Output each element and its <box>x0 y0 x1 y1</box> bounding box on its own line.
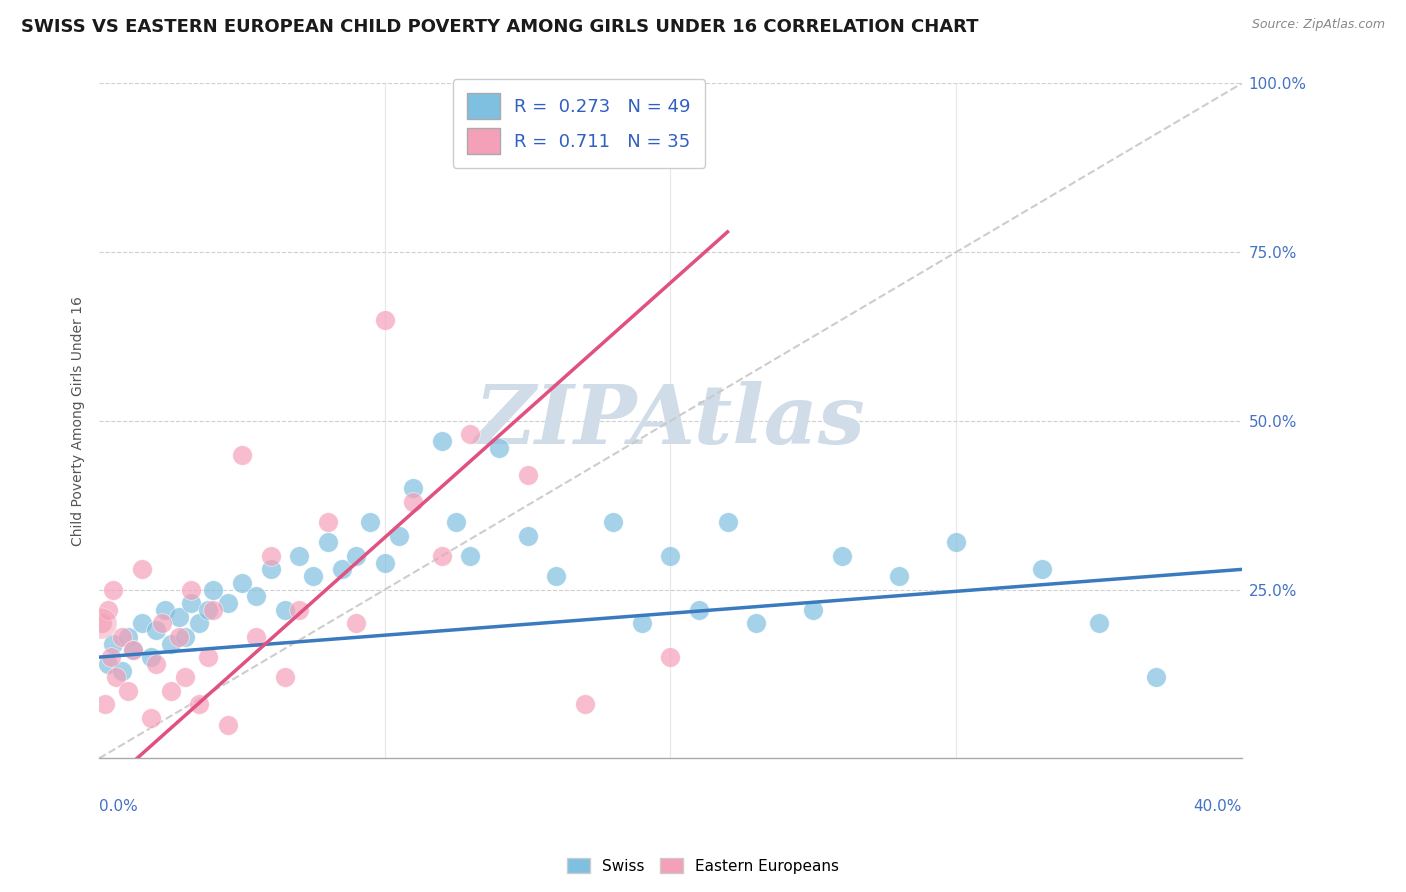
Point <box>139 650 162 665</box>
Point <box>945 535 967 549</box>
Point <box>167 630 190 644</box>
Point <box>202 603 225 617</box>
Point <box>460 549 482 563</box>
Point <box>374 312 396 326</box>
Legend: Swiss, Eastern Europeans: Swiss, Eastern Europeans <box>561 852 845 880</box>
Point <box>316 535 339 549</box>
Point <box>430 549 453 563</box>
Point <box>344 616 367 631</box>
Point <box>631 616 654 631</box>
Point <box>1144 670 1167 684</box>
Point <box>150 616 173 631</box>
Point <box>173 670 195 684</box>
Point <box>330 562 353 576</box>
Point <box>197 650 219 665</box>
Point <box>546 569 568 583</box>
Point <box>688 603 710 617</box>
Point <box>444 515 467 529</box>
Point <box>180 596 202 610</box>
Point <box>302 569 325 583</box>
Point <box>231 575 253 590</box>
Point <box>831 549 853 563</box>
Point <box>103 637 125 651</box>
Point <box>188 698 211 712</box>
Point <box>360 515 382 529</box>
Point <box>745 616 768 631</box>
Point <box>131 562 153 576</box>
Point <box>602 515 624 529</box>
Text: Source: ZipAtlas.com: Source: ZipAtlas.com <box>1251 18 1385 31</box>
Point <box>259 562 281 576</box>
Point <box>516 467 538 482</box>
Point <box>100 650 122 665</box>
Point <box>145 623 167 637</box>
Point <box>111 630 134 644</box>
Point <box>1088 616 1111 631</box>
Point <box>159 684 181 698</box>
Point <box>488 441 510 455</box>
Point <box>91 616 114 631</box>
Point <box>716 515 738 529</box>
Point <box>402 482 425 496</box>
Point <box>801 603 824 617</box>
Point <box>288 549 311 563</box>
Point <box>202 582 225 597</box>
Legend: R =  0.273   N = 49, R =  0.711   N = 35: R = 0.273 N = 49, R = 0.711 N = 35 <box>453 79 706 168</box>
Point <box>374 556 396 570</box>
Point <box>316 515 339 529</box>
Point <box>90 616 112 631</box>
Point <box>274 670 297 684</box>
Point <box>111 664 134 678</box>
Point <box>460 427 482 442</box>
Point <box>159 637 181 651</box>
Point <box>344 549 367 563</box>
Point <box>430 434 453 449</box>
Point <box>180 582 202 597</box>
Point <box>97 603 120 617</box>
Text: SWISS VS EASTERN EUROPEAN CHILD POVERTY AMONG GIRLS UNDER 16 CORRELATION CHART: SWISS VS EASTERN EUROPEAN CHILD POVERTY … <box>21 18 979 36</box>
Point <box>245 630 267 644</box>
Point <box>122 643 145 657</box>
Point <box>288 603 311 617</box>
Point <box>402 495 425 509</box>
Text: ZIPAtlas: ZIPAtlas <box>475 381 866 461</box>
Point <box>887 569 910 583</box>
Point <box>516 528 538 542</box>
Point <box>245 590 267 604</box>
Point <box>659 650 682 665</box>
Point <box>188 616 211 631</box>
Point <box>173 630 195 644</box>
Y-axis label: Child Poverty Among Girls Under 16: Child Poverty Among Girls Under 16 <box>72 296 86 546</box>
Point <box>103 582 125 597</box>
Point <box>259 549 281 563</box>
Text: 40.0%: 40.0% <box>1194 799 1241 814</box>
Point <box>94 698 117 712</box>
Point <box>139 711 162 725</box>
Point <box>197 603 219 617</box>
Point <box>117 630 139 644</box>
Point <box>131 616 153 631</box>
Point <box>122 643 145 657</box>
Point <box>274 603 297 617</box>
Point <box>167 609 190 624</box>
Point <box>388 528 411 542</box>
Point <box>659 549 682 563</box>
Point <box>217 596 239 610</box>
Text: 0.0%: 0.0% <box>100 799 138 814</box>
Point <box>97 657 120 671</box>
Point <box>153 603 176 617</box>
Point <box>1031 562 1053 576</box>
Point <box>105 670 128 684</box>
Point <box>117 684 139 698</box>
Point <box>145 657 167 671</box>
Point <box>574 698 596 712</box>
Point <box>217 717 239 731</box>
Point <box>231 448 253 462</box>
